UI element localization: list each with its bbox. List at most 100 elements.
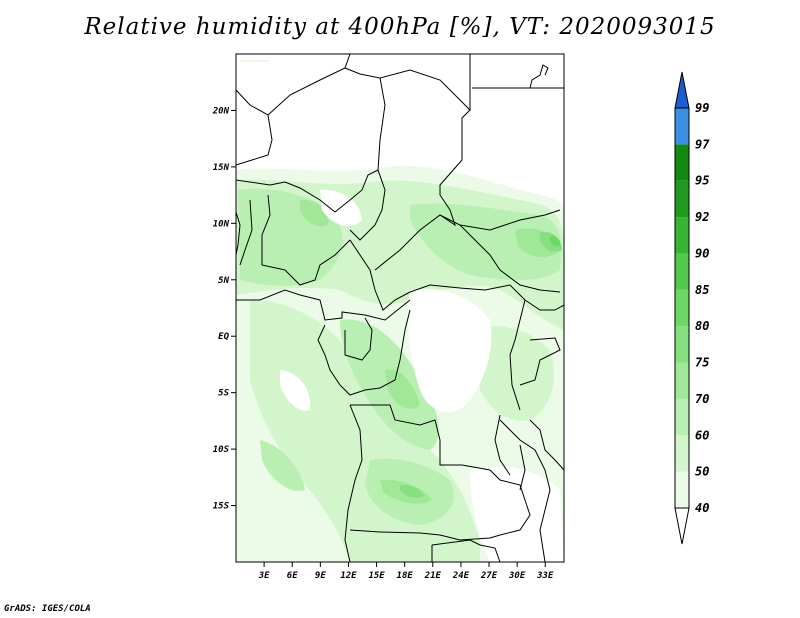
colorbar-band xyxy=(675,289,689,327)
boundary-line xyxy=(317,324,341,386)
longitude-axis: 3E 6E 9E 12E 15E 18E 21E 24E 27E 30E 33E xyxy=(258,562,554,581)
boundary-line xyxy=(519,444,526,491)
boundary-line xyxy=(236,169,379,213)
boundary-line xyxy=(461,464,531,536)
lat-tick-label: 10S xyxy=(213,445,230,455)
boundary-line xyxy=(499,419,551,562)
boundary-line xyxy=(236,89,273,166)
lon-tick-label: 6E xyxy=(287,571,298,581)
colorbar-label: 80 xyxy=(695,319,709,333)
lat-tick-label: EQ xyxy=(218,332,229,342)
boundary-line xyxy=(529,419,564,471)
lon-tick-label: 24E xyxy=(452,571,470,581)
lat-tick-label: 15S xyxy=(213,502,230,512)
latitude-axis: 20N 15N 10N 5N EQ 5S 10S 15S xyxy=(212,106,236,512)
boundary-line xyxy=(261,194,286,271)
colorbar-band xyxy=(675,326,689,363)
field-gap xyxy=(236,62,470,160)
lat-tick-label: 10N xyxy=(213,219,230,229)
boundary-line xyxy=(509,299,526,411)
lat-tick-label: 15N xyxy=(213,163,230,173)
humidity-field xyxy=(236,60,564,562)
lon-tick-label: 30E xyxy=(508,571,526,581)
boundary-line xyxy=(439,194,456,227)
colorbar-label: 95 xyxy=(695,174,709,188)
boundary-line xyxy=(374,214,561,293)
field-region xyxy=(260,440,305,491)
colorbar-label: 97 xyxy=(695,137,710,151)
colorbar-band xyxy=(675,435,689,472)
colorbar-band xyxy=(675,362,689,399)
boundary-line xyxy=(350,404,462,466)
boundary-line xyxy=(349,239,411,311)
boundary-line xyxy=(439,109,471,195)
lon-tick-label: 9E xyxy=(315,571,326,581)
boundary-line xyxy=(431,539,501,562)
lon-tick-label: 12E xyxy=(340,571,357,581)
colorbar-label: 99 xyxy=(695,101,709,115)
map-frame xyxy=(235,53,565,563)
boundary-line xyxy=(344,404,363,562)
colorbar-band xyxy=(675,217,689,254)
colorbar-label: 50 xyxy=(695,465,709,479)
field-region xyxy=(410,203,562,280)
colorbar-band xyxy=(675,471,689,508)
credit-text: GrADS: IGES/COLA xyxy=(4,604,91,614)
boundary-line xyxy=(344,317,373,361)
colorbar-outline xyxy=(674,107,690,509)
field-region xyxy=(400,484,424,498)
country-boundaries xyxy=(236,54,564,562)
colorbar-band xyxy=(675,253,689,290)
colorbar-label: 90 xyxy=(695,246,709,260)
colorbar-band xyxy=(675,398,689,436)
colorbar-under-arrow xyxy=(674,507,690,545)
boundary-line xyxy=(379,54,471,112)
field-gap xyxy=(408,288,492,413)
boundary-line xyxy=(236,289,321,301)
field-gap xyxy=(470,62,564,195)
colorbar-label: 75 xyxy=(695,356,709,370)
field-gap xyxy=(280,370,311,411)
field-gap xyxy=(470,466,564,562)
field-region xyxy=(385,369,420,410)
field-region xyxy=(550,235,561,247)
plot-title: Relative humidity at 400hPa [%], VT: 202… xyxy=(84,14,716,40)
colorbar-label: 60 xyxy=(695,428,709,442)
lon-tick-label: 18E xyxy=(397,571,414,581)
field-gap xyxy=(320,189,362,227)
colorbar-band xyxy=(675,108,689,145)
boundary-line xyxy=(524,299,564,311)
lon-tick-label: 21E xyxy=(424,571,442,581)
colorbar: 40 50 60 70 75 80 85 90 92 95 97 99 xyxy=(674,71,710,545)
boundary-line xyxy=(319,299,411,321)
boundary-line xyxy=(339,309,411,396)
colorbar-over-arrow xyxy=(674,71,690,109)
boundary-line xyxy=(284,239,351,286)
boundary-line xyxy=(519,337,561,386)
boundary-line xyxy=(494,414,511,476)
colorbar-label: 40 xyxy=(695,501,709,515)
field-region xyxy=(300,199,329,227)
boundary-line xyxy=(267,54,351,116)
colorbar-label: 85 xyxy=(695,283,709,297)
lon-tick-label: 33E xyxy=(536,571,554,581)
boundary-line xyxy=(409,284,526,301)
boundary-line xyxy=(349,529,501,541)
lon-tick-label: 15E xyxy=(368,571,385,581)
boundary-line xyxy=(529,64,549,89)
colorbar-band xyxy=(675,180,689,218)
field-region xyxy=(470,326,554,421)
colorbar-label: 92 xyxy=(695,210,709,224)
boundary-line xyxy=(349,169,386,241)
lon-tick-label: 27E xyxy=(480,571,498,581)
boundary-line xyxy=(236,211,241,256)
boundary-line xyxy=(459,209,561,231)
lat-tick-label: 5S xyxy=(218,389,229,399)
colorbar-band xyxy=(675,144,689,181)
lat-tick-label: 20N xyxy=(212,106,230,116)
lat-tick-label: 5N xyxy=(218,276,229,286)
boundary-line xyxy=(239,199,253,266)
lon-tick-label: 3E xyxy=(258,571,270,581)
boundary-line xyxy=(344,67,386,171)
